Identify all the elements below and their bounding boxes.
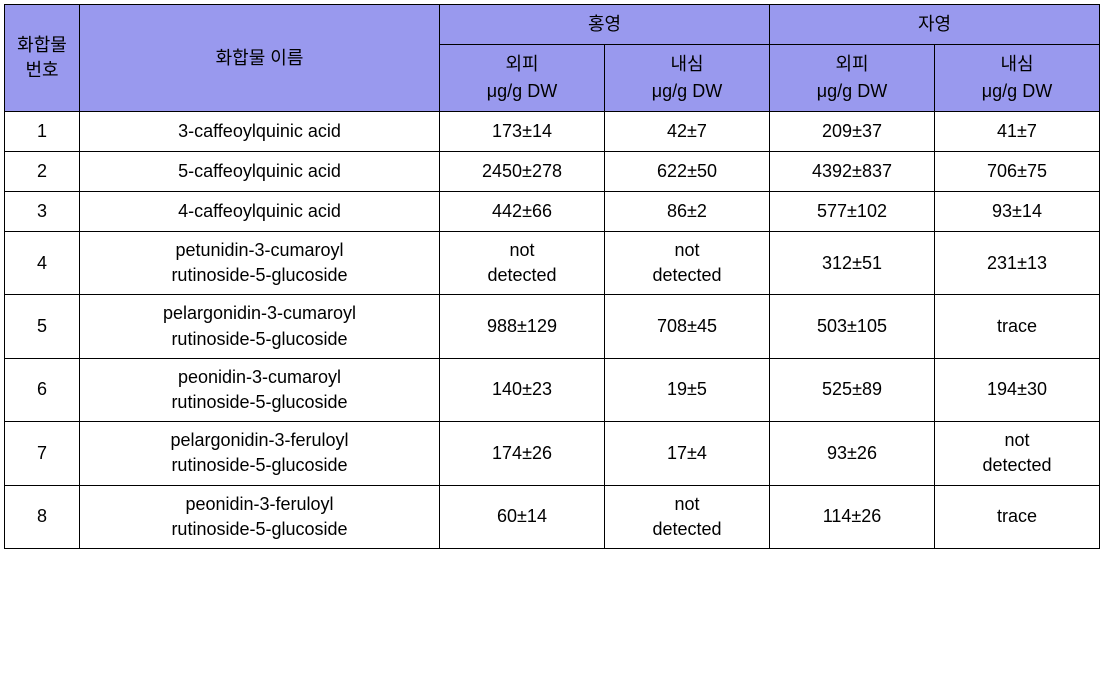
cell-value: 174±26 — [440, 422, 605, 485]
cell-value: 41±7 — [935, 112, 1100, 152]
cell-num: 3 — [5, 192, 80, 232]
table-row: 5 pelargonidin-3-cumaroylrutinoside-5-gl… — [5, 295, 1100, 358]
cell-num: 6 — [5, 358, 80, 421]
cell-value: 988±129 — [440, 295, 605, 358]
table-row: 6 peonidin-3-cumaroylrutinoside-5-glucos… — [5, 358, 1100, 421]
cell-name: 3-caffeoylquinic acid — [80, 112, 440, 152]
cell-value: 706±75 — [935, 152, 1100, 192]
header-sub1: 외피μg/g DW — [440, 45, 605, 112]
cell-value: notdetected — [605, 485, 770, 548]
cell-value: 60±14 — [440, 485, 605, 548]
cell-name: peonidin-3-feruloylrutinoside-5-glucosid… — [80, 485, 440, 548]
header-row-1: 화합물번호 화합물 이름 홍영 자영 — [5, 5, 1100, 45]
cell-num: 1 — [5, 112, 80, 152]
table-row: 3 4-caffeoylquinic acid 442±66 86±2 577±… — [5, 192, 1100, 232]
cell-num: 8 — [5, 485, 80, 548]
cell-num: 4 — [5, 232, 80, 295]
cell-value: 209±37 — [770, 112, 935, 152]
cell-value: 86±2 — [605, 192, 770, 232]
cell-value: 114±26 — [770, 485, 935, 548]
cell-value: 231±13 — [935, 232, 1100, 295]
cell-value: 442±66 — [440, 192, 605, 232]
cell-num: 2 — [5, 152, 80, 192]
cell-value: notdetected — [605, 232, 770, 295]
cell-value: 42±7 — [605, 112, 770, 152]
table-row: 4 petunidin-3-cumaroylrutinoside-5-gluco… — [5, 232, 1100, 295]
cell-value: 525±89 — [770, 358, 935, 421]
cell-value: 173±14 — [440, 112, 605, 152]
cell-value: notdetected — [935, 422, 1100, 485]
cell-name: pelargonidin-3-cumaroylrutinoside-5-gluc… — [80, 295, 440, 358]
compound-table: 화합물번호 화합물 이름 홍영 자영 외피μg/g DW 내심μg/g DW 외… — [4, 4, 1100, 549]
cell-value: 17±4 — [605, 422, 770, 485]
cell-num: 7 — [5, 422, 80, 485]
cell-value: 622±50 — [605, 152, 770, 192]
cell-name: 4-caffeoylquinic acid — [80, 192, 440, 232]
cell-value: trace — [935, 295, 1100, 358]
cell-value: 708±45 — [605, 295, 770, 358]
cell-value: notdetected — [440, 232, 605, 295]
cell-value: 312±51 — [770, 232, 935, 295]
table-row: 8 peonidin-3-feruloylrutinoside-5-glucos… — [5, 485, 1100, 548]
cell-num: 5 — [5, 295, 80, 358]
cell-value: 93±26 — [770, 422, 935, 485]
cell-value: 140±23 — [440, 358, 605, 421]
table-row: 2 5-caffeoylquinic acid 2450±278 622±50 … — [5, 152, 1100, 192]
cell-name: pelargonidin-3-feruloylrutinoside-5-gluc… — [80, 422, 440, 485]
cell-value: 194±30 — [935, 358, 1100, 421]
table-header: 화합물번호 화합물 이름 홍영 자영 외피μg/g DW 내심μg/g DW 외… — [5, 5, 1100, 112]
cell-name: petunidin-3-cumaroylrutinoside-5-glucosi… — [80, 232, 440, 295]
table-row: 1 3-caffeoylquinic acid 173±14 42±7 209±… — [5, 112, 1100, 152]
cell-name: peonidin-3-cumaroylrutinoside-5-glucosid… — [80, 358, 440, 421]
cell-value: trace — [935, 485, 1100, 548]
cell-name: 5-caffeoylquinic acid — [80, 152, 440, 192]
cell-value: 93±14 — [935, 192, 1100, 232]
cell-value: 4392±837 — [770, 152, 935, 192]
table-row: 7 pelargonidin-3-feruloylrutinoside-5-gl… — [5, 422, 1100, 485]
header-compound-name: 화합물 이름 — [80, 5, 440, 112]
cell-value: 19±5 — [605, 358, 770, 421]
header-group2: 자영 — [770, 5, 1100, 45]
header-sub3: 외피μg/g DW — [770, 45, 935, 112]
cell-value: 503±105 — [770, 295, 935, 358]
header-sub2: 내심μg/g DW — [605, 45, 770, 112]
header-group1: 홍영 — [440, 5, 770, 45]
cell-value: 2450±278 — [440, 152, 605, 192]
table-body: 1 3-caffeoylquinic acid 173±14 42±7 209±… — [5, 112, 1100, 549]
header-sub4: 내심μg/g DW — [935, 45, 1100, 112]
header-compound-number: 화합물번호 — [5, 5, 80, 112]
cell-value: 577±102 — [770, 192, 935, 232]
